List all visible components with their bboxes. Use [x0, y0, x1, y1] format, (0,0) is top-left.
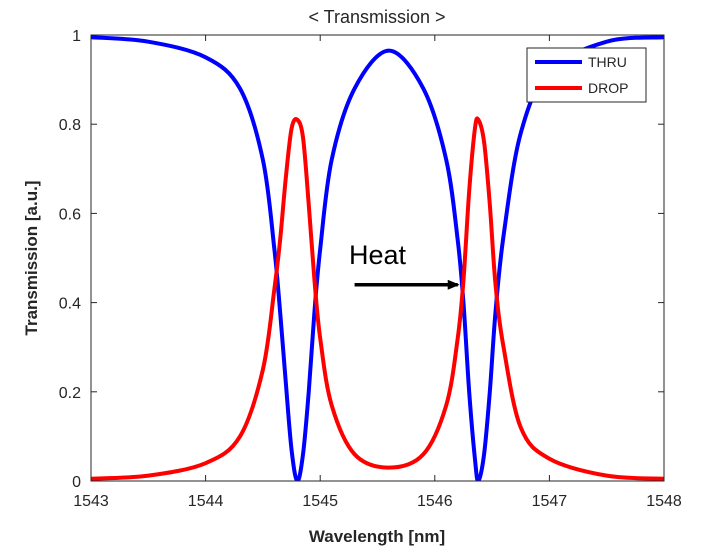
y-tick-label: 0: [72, 474, 81, 491]
legend: THRU DROP: [526, 47, 647, 103]
x-tick-label: 1545: [302, 493, 338, 510]
y-tick-label: 0.2: [59, 385, 81, 402]
y-tick-label: 1: [72, 28, 81, 45]
axes-box: [90, 34, 665, 482]
heat-label: Heat: [349, 240, 407, 270]
chart-title: < Transmission >: [308, 7, 445, 27]
ticks-layer: 1543 1544 1545 1546 1547 1548 0 0.2 0.4 0.6 0.8 1: [59, 28, 682, 510]
y-tick-label: 0.4: [59, 296, 81, 313]
legend-box: [526, 47, 647, 103]
series-line-thru: [91, 35, 664, 481]
series-layer: [91, 35, 664, 481]
x-tick-label: 1546: [417, 493, 453, 510]
x-tick-label: 1548: [646, 493, 682, 510]
plot-area: [91, 35, 664, 481]
x-tick-label: 1543: [73, 493, 109, 510]
x-axis-title: Wavelength [nm]: [309, 527, 445, 546]
x-tick-label: 1547: [532, 493, 568, 510]
y-axis-title: Transmission [a.u.]: [22, 181, 41, 336]
heat-annotation: Heat: [349, 240, 460, 290]
series-line-drop: [91, 116, 664, 481]
y-tick-label: 0.8: [59, 117, 81, 134]
x-tick-label: 1544: [188, 493, 224, 510]
legend-label-drop: DROP: [588, 80, 628, 96]
legend-label-thru: THRU: [588, 54, 627, 70]
y-tick-label: 0.6: [59, 206, 81, 223]
